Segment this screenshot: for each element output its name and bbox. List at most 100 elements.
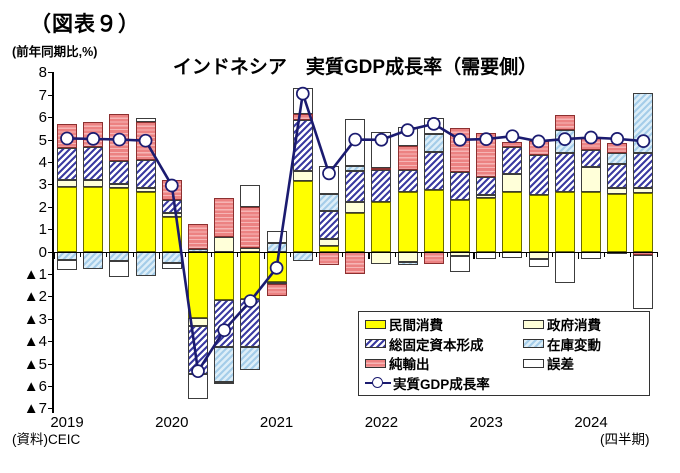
bar-segment-netex	[266, 284, 287, 296]
x-axis-tick	[420, 251, 422, 257]
bar-segment-error	[240, 184, 261, 208]
y-axis-tick	[48, 363, 52, 365]
bar-segment-stock	[423, 134, 444, 153]
y-axis-unit-label: (前年同期比,%)	[12, 45, 98, 59]
bar-segment-gfcf	[423, 152, 444, 191]
bar-segment-error	[292, 88, 313, 115]
bar-segment-gfcf	[214, 300, 235, 348]
bar-segment-netex	[581, 137, 601, 151]
bar-segment-stock	[83, 252, 104, 269]
bar-segment-stock	[240, 347, 261, 370]
y-axis-tick	[48, 408, 52, 410]
bar-segment-stock	[109, 252, 130, 261]
y-axis-tick	[48, 296, 52, 298]
x-axis-tick	[368, 251, 370, 259]
bar-segment-cons	[397, 191, 418, 252]
y-axis-tick-label: 6	[38, 109, 47, 127]
bar-segment-error	[57, 259, 77, 270]
bar-segment-netex	[83, 122, 104, 147]
bar-segment-stock	[607, 153, 628, 164]
swatch-error	[523, 358, 544, 368]
bar-segment-netex	[135, 122, 156, 161]
bar-segment-error	[161, 263, 182, 269]
bar-segment-gfcf	[554, 153, 575, 192]
x-axis-tick	[525, 251, 527, 257]
y-axis-tick-label: 3	[38, 176, 47, 194]
bar-segment-gov	[476, 194, 497, 199]
bar-segment-netex	[423, 252, 444, 265]
bar-segment-gfcf	[240, 299, 261, 348]
y-axis-tick	[48, 184, 52, 186]
bar-segment-cons	[345, 212, 366, 252]
x-axis-tick	[604, 251, 606, 257]
legend-label: 実質GDP成長率	[393, 376, 490, 392]
legend-item-real-gdp-growth: 実質GDP成長率	[365, 373, 523, 392]
bar-segment-gov	[397, 252, 418, 263]
bar-segment-stock	[319, 193, 339, 211]
x-axis-tick	[132, 251, 134, 257]
x-axis-tick	[53, 251, 56, 259]
x-axis-tick	[551, 251, 553, 257]
bar-segment-gov	[83, 180, 104, 188]
frequency-note: (四半期)	[600, 432, 650, 447]
legend-item-error: 誤差	[523, 354, 643, 373]
x-axis-tick	[446, 251, 448, 257]
bar-segment-gov	[581, 166, 601, 192]
y-axis-tick	[48, 229, 52, 231]
x-axis-zero-line	[52, 251, 658, 254]
bar-segment-netex	[240, 207, 261, 248]
bar-segment-gov	[502, 173, 523, 192]
y-axis-tick	[48, 117, 52, 119]
bar-segment-gov	[371, 252, 392, 265]
y-axis-tick-label: 7	[38, 86, 47, 104]
x-axis-tick	[237, 251, 239, 257]
y-axis	[52, 72, 54, 413]
bar-segment-error	[423, 117, 444, 135]
y-axis-tick-label: ▲1	[23, 265, 47, 283]
bar-segment-gfcf	[397, 170, 418, 192]
bar-segment-error	[135, 117, 156, 123]
y-axis-tick	[48, 341, 52, 343]
bar-segment-cons	[502, 191, 523, 252]
bar-segment-gov	[292, 171, 313, 182]
y-axis-tick-label: ▲5	[23, 355, 47, 373]
bar-segment-netex	[345, 252, 366, 275]
x-axis-tick	[80, 251, 82, 257]
bar-segment-gov	[161, 212, 182, 218]
x-axis-year-label: 2023	[469, 414, 503, 431]
bar-segment-cons	[633, 192, 654, 252]
y-axis-tick-label: 0	[38, 243, 47, 261]
legend-item-inventory-change: 在庫変動	[523, 334, 643, 353]
y-axis-tick	[48, 94, 52, 96]
bar-segment-netex	[214, 198, 235, 238]
bar-segment-gfcf	[319, 210, 339, 239]
bar-segment-netex	[502, 142, 523, 147]
bar-segment-cons	[450, 200, 470, 252]
bar-segment-cons	[83, 187, 104, 252]
x-axis-year-label: 2019	[50, 414, 84, 431]
bar-segment-gfcf	[57, 147, 77, 181]
x-axis-tick	[263, 251, 265, 259]
x-axis-tick	[342, 251, 344, 257]
bar-segment-error	[371, 132, 392, 168]
bar-segment-cons	[371, 201, 392, 252]
bar-segment-error	[345, 118, 366, 166]
bar-segment-cons	[607, 193, 628, 252]
bar-segment-gfcf	[292, 119, 313, 172]
bar-segment-error	[397, 126, 418, 146]
bar-segment-error	[214, 381, 235, 385]
x-axis-tick	[289, 251, 291, 257]
bar-segment-netex	[450, 127, 470, 173]
swatch-inventory-change	[523, 339, 544, 349]
y-axis-tick	[48, 139, 52, 141]
y-axis-tick-label: 4	[38, 153, 47, 171]
bar-segment-cons	[554, 191, 575, 252]
y-axis-tick	[48, 251, 52, 253]
y-axis-tick	[48, 206, 52, 208]
bar-segment-cons	[292, 181, 313, 252]
legend-item-net-exports: 純輸出	[365, 354, 523, 373]
legend-item-government-consumption: 政府消費	[523, 315, 643, 334]
bar-segment-netex	[607, 143, 628, 154]
legend-label: 民間消費	[389, 318, 443, 334]
bar-segment-cons	[135, 191, 156, 252]
